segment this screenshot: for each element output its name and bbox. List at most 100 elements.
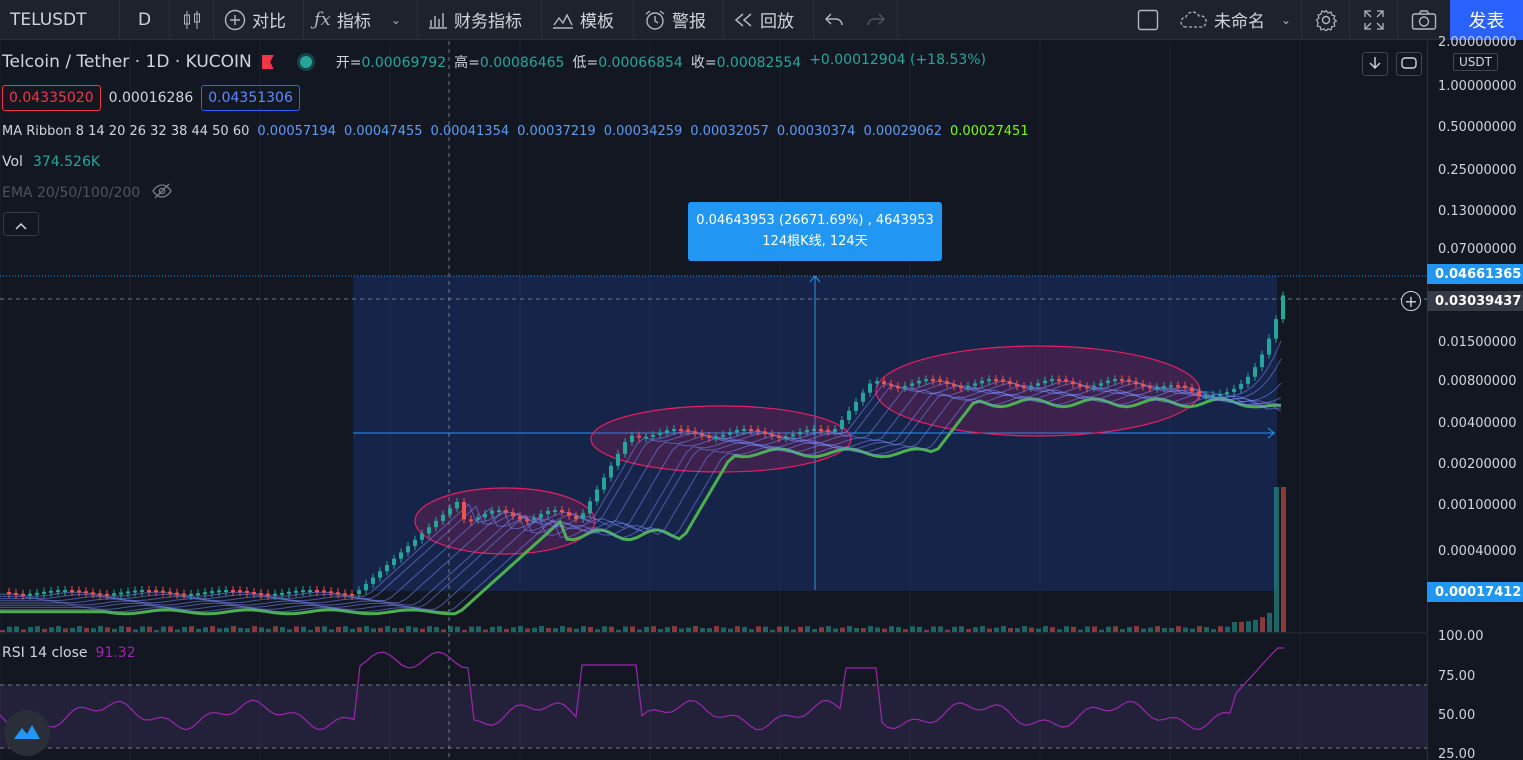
volume-bar: [966, 629, 971, 632]
financials-button[interactable]: 财务指标: [418, 0, 542, 40]
compare-label: 对比: [252, 12, 286, 32]
redo-button[interactable]: [854, 0, 898, 40]
flag-icon[interactable]: [261, 55, 274, 69]
volume-bar: [896, 627, 901, 632]
volume-bar: [175, 629, 180, 632]
volume-bar: [826, 626, 831, 632]
volume-bar: [854, 628, 859, 632]
volume-bar: [308, 629, 313, 632]
volume-bar: [245, 628, 250, 632]
ma-ribbon-line: [0, 396, 1282, 613]
volume-bar: [1162, 628, 1167, 632]
publish-button[interactable]: 发表: [1450, 0, 1523, 40]
candle-body: [98, 593, 102, 596]
volume-bar: [1106, 626, 1111, 632]
measure-arrow-right: [1267, 427, 1275, 439]
layout-name-button[interactable]: 未命名 ⌄: [1170, 0, 1302, 40]
interval-button[interactable]: D: [120, 0, 170, 40]
volume-bar: [553, 628, 558, 632]
templates-button[interactable]: 模板: [542, 0, 634, 40]
templates-label: 模板: [580, 12, 614, 32]
volume-bar: [777, 626, 782, 632]
volume-value: 374.526K: [32, 154, 101, 170]
low-value: 0.00066854: [598, 55, 683, 71]
undo-button[interactable]: [814, 0, 854, 40]
candle-body: [1043, 380, 1047, 384]
candle-body: [350, 593, 354, 596]
rsi-axis[interactable]: 100.00 75.00 50.00 25.00: [1427, 629, 1523, 760]
settings-button[interactable]: [1302, 0, 1350, 40]
collapse-legend-button[interactable]: [3, 212, 39, 236]
close-value: 0.00082554: [716, 55, 802, 71]
layout-name-label: 未命名: [1214, 12, 1265, 32]
layout-select-button[interactable]: [1126, 0, 1170, 40]
volume-bar: [518, 626, 523, 632]
candle-body: [105, 593, 109, 596]
undo-icon: [825, 12, 843, 27]
alert-button[interactable]: 警报: [634, 0, 724, 40]
bar-chart-icon: [428, 11, 448, 29]
candle-body: [483, 513, 487, 518]
currency-badge[interactable]: USDT: [1453, 53, 1498, 71]
volume-bar: [462, 629, 467, 632]
tradingview-logo[interactable]: [4, 710, 50, 756]
volume-bar: [203, 627, 208, 632]
ema-label: EMA 20/50/100/200: [2, 185, 141, 201]
chevron-down-icon: ⌄: [1281, 12, 1292, 27]
snapshot-button[interactable]: [1398, 0, 1450, 40]
ema-legend[interactable]: EMA 20/50/100/200: [2, 183, 172, 203]
candle-body: [742, 429, 746, 432]
compare-button[interactable]: 对比: [214, 0, 304, 40]
candle-body: [798, 431, 802, 435]
ma-ribbon-line: [0, 383, 1282, 602]
volume-bar: [987, 628, 992, 632]
volume-bar: [1085, 626, 1090, 632]
volume-bar: [63, 628, 68, 632]
maximize-pane-button[interactable]: [1396, 52, 1422, 76]
candle-body: [707, 435, 711, 438]
eye-hidden-icon[interactable]: [152, 183, 172, 203]
indicators-button[interactable]: ƒx 指标 ⌄: [304, 0, 418, 40]
candle-body: [1057, 379, 1061, 382]
candle-body: [791, 434, 795, 437]
candle-body: [560, 510, 564, 513]
add-crosshair-icon[interactable]: +: [1401, 291, 1421, 311]
candle-body: [399, 552, 403, 559]
price-axis[interactable]: 2.00000000 1.00000000 0.50000000 0.25000…: [1427, 35, 1523, 633]
rsi-tick: 100.00: [1438, 629, 1484, 644]
candle-body: [1176, 385, 1180, 388]
volume-bar: [1190, 628, 1195, 632]
ma-ribbon-legend[interactable]: MA Ribbon 8 14 20 26 32 38 44 50 60 0.00…: [2, 124, 1029, 139]
volume-bar: [679, 628, 684, 632]
candle-body: [728, 432, 732, 435]
rsi-legend[interactable]: RSI 14 close 91.32: [2, 645, 136, 661]
fullscreen-button[interactable]: [1350, 0, 1398, 40]
sell-price-box[interactable]: 0.04335020: [2, 85, 101, 111]
interval-label: D: [137, 9, 152, 30]
buy-price-box[interactable]: 0.04351306: [201, 85, 300, 111]
symbol-search-button[interactable]: TELUSDT: [0, 0, 120, 40]
volume-bar: [728, 628, 733, 632]
candle-body: [693, 431, 697, 434]
chart-type-button[interactable]: [170, 0, 214, 40]
volume-bar: [630, 626, 635, 632]
candle-body: [651, 434, 655, 437]
volume-legend[interactable]: Vol 374.526K: [2, 154, 100, 170]
replay-button[interactable]: 回放: [724, 0, 814, 40]
candle-body: [1050, 379, 1054, 382]
volume-bar: [350, 628, 355, 632]
volume-bar: [1022, 626, 1027, 632]
volume-bar: [931, 626, 936, 632]
candle-body: [1022, 386, 1026, 389]
price-chart-canvas[interactable]: [0, 41, 1427, 760]
volume-bar: [1232, 621, 1237, 632]
volume-bar: [623, 626, 628, 632]
volume-bar: [581, 626, 586, 632]
scroll-down-button[interactable]: [1362, 52, 1388, 76]
cloud-icon: [1180, 10, 1208, 29]
measure-change-text: 0.04643953 (26671.69%) , 4643953: [696, 213, 934, 228]
candle-body: [959, 386, 963, 389]
volume-bar: [1155, 626, 1160, 632]
volume-bar: [1148, 627, 1153, 632]
templates-icon: [552, 11, 574, 29]
